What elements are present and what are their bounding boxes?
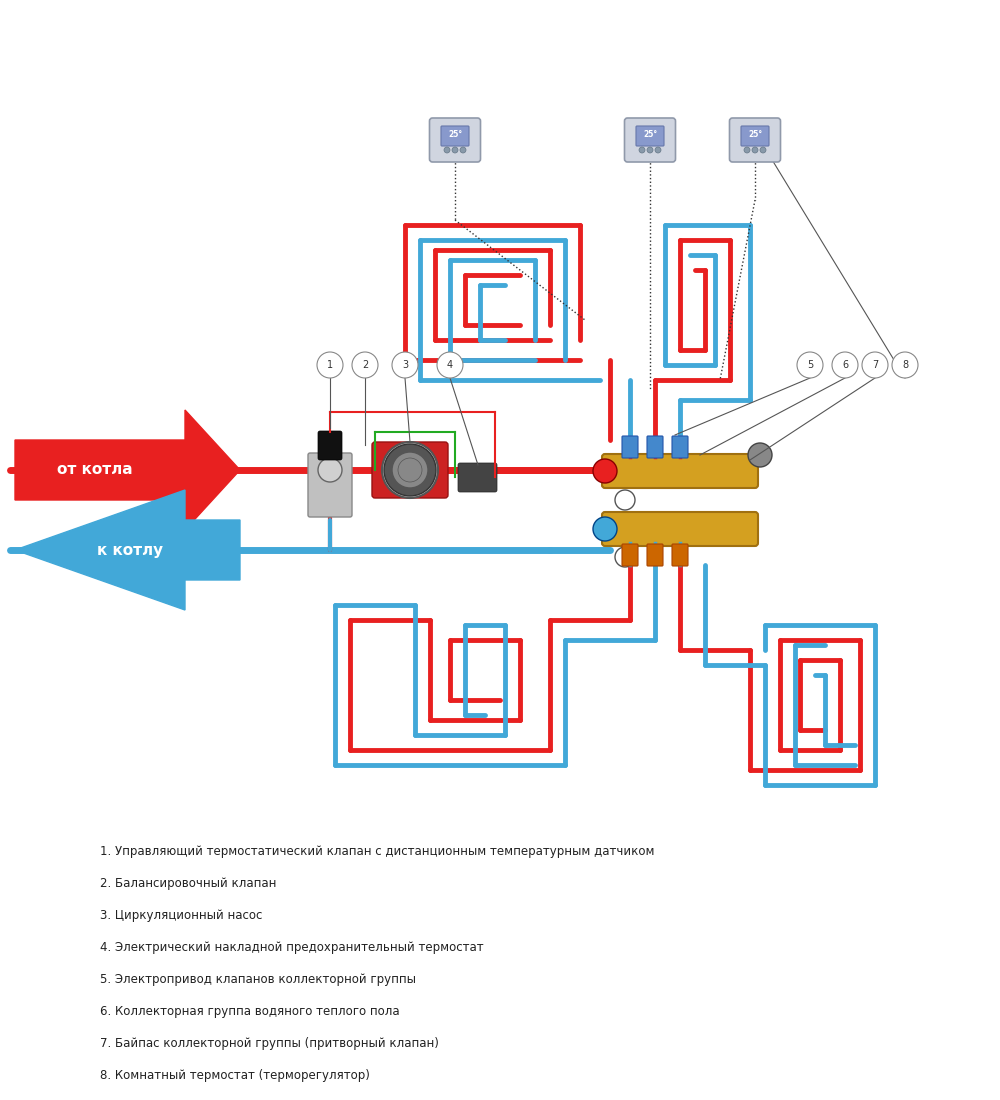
Text: 5. Электропривод клапанов коллекторной группы: 5. Электропривод клапанов коллекторной г… (100, 974, 416, 986)
Circle shape (748, 443, 772, 468)
Text: 4: 4 (447, 360, 453, 370)
FancyBboxPatch shape (624, 118, 676, 162)
Circle shape (639, 147, 645, 153)
Circle shape (760, 147, 766, 153)
Circle shape (655, 147, 661, 153)
Polygon shape (15, 410, 240, 530)
Circle shape (460, 147, 466, 153)
Circle shape (384, 444, 436, 496)
Circle shape (398, 458, 422, 482)
FancyBboxPatch shape (318, 431, 342, 460)
Circle shape (832, 352, 858, 378)
Text: 6. Коллекторная группа водяного теплого пола: 6. Коллекторная группа водяного теплого … (100, 1005, 400, 1018)
FancyBboxPatch shape (730, 118, 780, 162)
Circle shape (317, 352, 343, 378)
Text: 7. Байпас коллекторной группы (притворный клапан): 7. Байпас коллекторной группы (притворны… (100, 1037, 439, 1050)
FancyBboxPatch shape (372, 442, 448, 498)
Circle shape (444, 147, 450, 153)
Text: 25°: 25° (748, 130, 762, 139)
Circle shape (318, 458, 342, 482)
Text: 1. Управляющий термостатический клапан с дистанционным температурным датчиком: 1. Управляющий термостатический клапан с… (100, 845, 654, 858)
FancyBboxPatch shape (308, 453, 352, 517)
FancyBboxPatch shape (636, 126, 664, 146)
Text: 25°: 25° (448, 130, 462, 139)
Text: от котла: от котла (57, 462, 133, 477)
Circle shape (862, 352, 888, 378)
FancyBboxPatch shape (430, 118, 480, 162)
Text: 4. Электрический накладной предохранительный термостат: 4. Электрический накладной предохранител… (100, 940, 484, 954)
FancyBboxPatch shape (672, 544, 688, 566)
Polygon shape (15, 490, 240, 610)
FancyBboxPatch shape (741, 126, 769, 146)
Circle shape (892, 352, 918, 378)
FancyBboxPatch shape (647, 544, 663, 566)
FancyBboxPatch shape (458, 463, 497, 492)
Text: 25°: 25° (643, 130, 657, 139)
Text: 2: 2 (362, 360, 368, 370)
FancyBboxPatch shape (602, 454, 758, 488)
Circle shape (615, 547, 635, 567)
Circle shape (797, 352, 823, 378)
Circle shape (352, 352, 378, 378)
Circle shape (593, 459, 617, 483)
Circle shape (437, 352, 463, 378)
Circle shape (452, 147, 458, 153)
FancyBboxPatch shape (647, 436, 663, 458)
Text: 3. Циркуляционный насос: 3. Циркуляционный насос (100, 909, 262, 922)
Text: 1: 1 (327, 360, 333, 370)
Circle shape (744, 147, 750, 153)
Circle shape (615, 490, 635, 510)
FancyBboxPatch shape (441, 126, 469, 146)
Text: 6: 6 (842, 360, 848, 370)
FancyBboxPatch shape (622, 436, 638, 458)
FancyBboxPatch shape (672, 436, 688, 458)
Text: 5: 5 (807, 360, 813, 370)
Text: 3: 3 (402, 360, 408, 370)
FancyBboxPatch shape (602, 512, 758, 546)
Circle shape (647, 147, 653, 153)
Circle shape (392, 452, 428, 488)
Text: 8: 8 (902, 360, 908, 370)
Text: 8. Комнатный термостат (терморегулятор): 8. Комнатный термостат (терморегулятор) (100, 1069, 370, 1082)
Circle shape (752, 147, 758, 153)
Text: к котлу: к котлу (97, 542, 163, 558)
Circle shape (392, 352, 418, 378)
Text: 7: 7 (872, 360, 878, 370)
FancyBboxPatch shape (622, 544, 638, 566)
Text: 2. Балансировочный клапан: 2. Балансировочный клапан (100, 877, 276, 890)
Circle shape (593, 517, 617, 541)
Circle shape (382, 442, 438, 498)
